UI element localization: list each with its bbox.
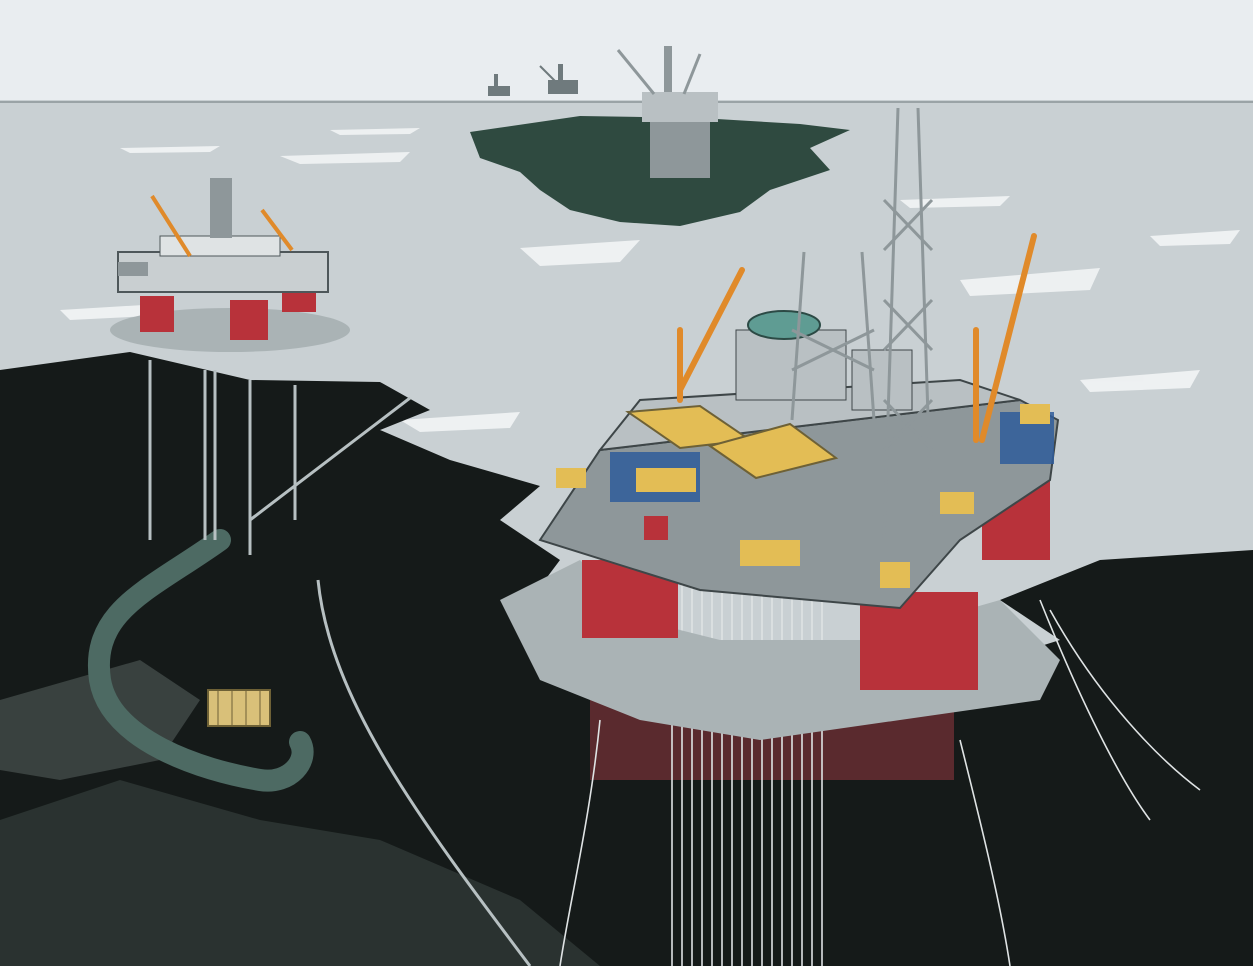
seabed-dark <box>0 352 1253 966</box>
subsea-template <box>207 689 271 727</box>
deck-cranes <box>677 233 1037 443</box>
wave-highlights <box>60 128 1240 432</box>
main-semi-submersible-platform <box>538 329 1060 610</box>
drilling-derrick <box>790 107 934 541</box>
left-platform-risers <box>148 360 532 966</box>
distant-gravity-platform <box>616 46 718 178</box>
helideck <box>747 310 821 340</box>
left-semi-submersible-platform <box>110 178 350 352</box>
far-horizon-rigs <box>488 64 578 96</box>
main-platform-waterline <box>500 560 1060 740</box>
seabed-ridge <box>0 780 600 966</box>
sky <box>0 0 1253 110</box>
seabed-pipeline-trench <box>87 529 314 792</box>
